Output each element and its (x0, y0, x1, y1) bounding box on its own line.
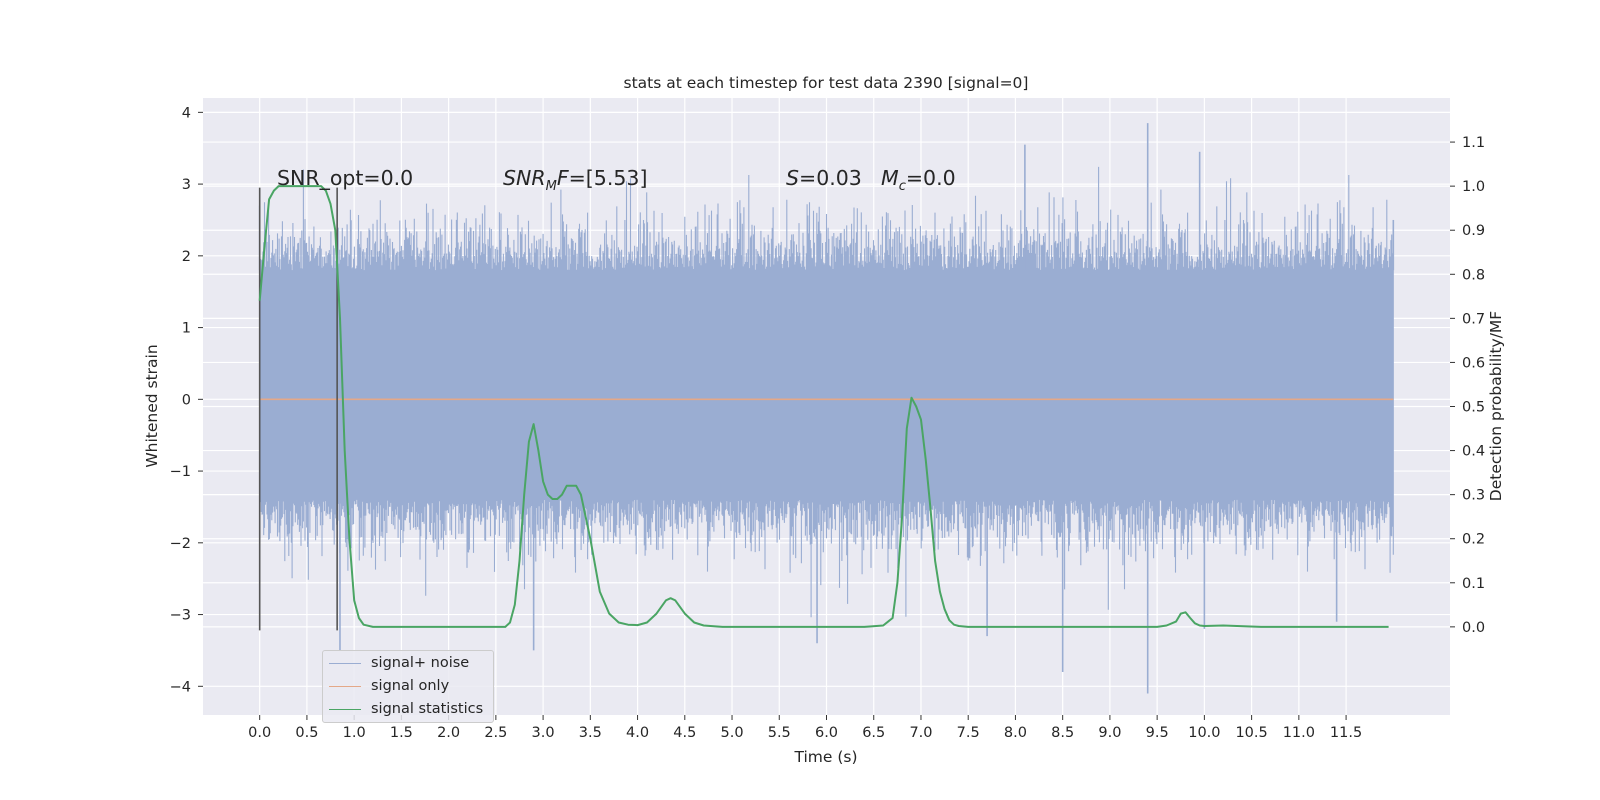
x-tick-label: 1.5 (390, 725, 413, 741)
legend-item-noise: signal+ noise (323, 653, 493, 675)
noise-series (258, 123, 1395, 694)
x-tick-label: 8.5 (1051, 725, 1074, 741)
x-axis-ticks: 0.0 0.5 1.0 1.5 2.0 2.5 3.0 3.5 4.0 4.5 5.0 5.5 6.0 6… (248, 715, 1362, 741)
s-value: =0.03 (799, 166, 862, 190)
statistics-line (258, 185, 1389, 628)
x-tick-label: 7.5 (957, 725, 980, 741)
s-symbol: S (786, 166, 799, 190)
y2-tick-label: 0.1 (1462, 576, 1485, 592)
y-tick-label: 2 (182, 249, 191, 265)
x-tick-label: 11.5 (1330, 725, 1362, 741)
legend-swatch-statistics (329, 709, 361, 710)
x-tick-label: 3.0 (532, 725, 555, 741)
y2-axis-label: Detection probability/MF (1487, 311, 1505, 502)
mc-symbol: M (881, 166, 899, 190)
chart-title: stats at each timestep for test data 239… (624, 74, 1029, 92)
legend-swatch-noise (329, 663, 361, 664)
legend: signal+ noise signal only signal statist… (322, 650, 494, 723)
y2-tick-label: 1.0 (1462, 179, 1485, 195)
legend-label-statistics: signal statistics (371, 701, 484, 717)
y2-tick-label: 0.4 (1462, 444, 1485, 460)
annotation-mc: Mc=0.0 (881, 166, 956, 194)
annotation-snr-mf: SNRMF=[5.53] (503, 166, 647, 194)
legend-label-signal-only: signal only (371, 678, 450, 694)
y-tick-label: −3 (170, 608, 191, 624)
x-tick-label: 9.5 (1146, 725, 1169, 741)
legend-item-signal-only: signal only (323, 676, 493, 698)
legend-swatch-signal-only (329, 686, 361, 687)
snr-mf-subscript: M (546, 179, 557, 194)
x-tick-label: 11.0 (1283, 725, 1315, 741)
y-tick-label: 4 (182, 105, 191, 121)
x-tick-label: 2.5 (484, 725, 507, 741)
mc-subscript: c (899, 179, 906, 194)
y-tick-label: −2 (170, 536, 191, 552)
y-tick-label: −4 (170, 679, 191, 695)
x-tick-label: 2.0 (437, 725, 460, 741)
mc-value: =0.0 (906, 166, 956, 190)
snr-mf-value: [5.53] (586, 166, 648, 190)
y-tick-label: −1 (170, 464, 191, 480)
y2-tick-label: 0.8 (1462, 267, 1485, 283)
x-tick-label: 1.0 (343, 725, 366, 741)
x-tick-label: 8.0 (1004, 725, 1027, 741)
x-tick-label: 3.5 (579, 725, 602, 741)
snr-mf-symbol: SNR (503, 166, 546, 190)
y-axis-label: Whitened strain (143, 344, 161, 467)
y2-tick-label: 0.6 (1462, 355, 1485, 371)
x-tick-label: 0.5 (295, 725, 318, 741)
y2-tick-label: 0.9 (1462, 223, 1485, 239)
x-tick-label: 6.5 (862, 725, 885, 741)
legend-item-statistics: signal statistics (323, 699, 493, 721)
y-tick-label: 3 (182, 177, 191, 193)
x-tick-label: 5.0 (720, 725, 743, 741)
x-tick-label: 5.5 (768, 725, 791, 741)
x-tick-label: 9.0 (1098, 725, 1121, 741)
snr-mf-f: F (557, 166, 570, 190)
y2-tick-label: 0.7 (1462, 311, 1485, 327)
x-tick-label: 7.0 (909, 725, 932, 741)
y-axis-ticks: 4 3 2 1 0 −1 −2 −3 −4 (170, 105, 203, 695)
x-tick-label: 0.0 (248, 725, 271, 741)
snr-mf-equals: = (569, 166, 586, 190)
y2-tick-label: 0.3 (1462, 488, 1485, 504)
y-tick-label: 1 (182, 321, 191, 337)
y-tick-label: 0 (182, 392, 191, 408)
annotation-snr-opt: SNR_opt=0.0 (277, 166, 413, 191)
x-axis-label: Time (s) (793, 748, 857, 766)
y2-tick-label: 0.0 (1462, 620, 1485, 636)
legend-label-noise: signal+ noise (371, 655, 470, 671)
x-tick-label: 10.0 (1188, 725, 1220, 741)
y2-tick-label: 0.2 (1462, 532, 1485, 548)
x-tick-label: 6.0 (815, 725, 838, 741)
x-tick-label: 10.5 (1235, 725, 1267, 741)
y2-axis-ticks: 1.1 1.0 0.9 0.8 0.7 0.6 0.5 0.4 0.3 0.2 0.1 0.0 (1450, 135, 1485, 636)
statistics-series (258, 185, 1389, 628)
y2-tick-label: 0.5 (1462, 400, 1485, 416)
y2-tick-label: 1.1 (1462, 135, 1485, 151)
x-tick-label: 4.5 (673, 725, 696, 741)
annotation-s: S=0.03 (786, 166, 862, 190)
x-tick-label: 4.0 (626, 725, 649, 741)
